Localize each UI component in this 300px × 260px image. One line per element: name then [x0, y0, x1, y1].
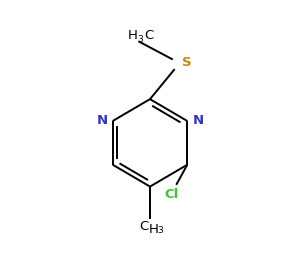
- Text: C: C: [140, 220, 149, 233]
- Text: C: C: [144, 29, 153, 42]
- Text: 3: 3: [138, 35, 143, 44]
- Text: N: N: [193, 114, 204, 127]
- Text: H: H: [127, 29, 137, 42]
- Text: 3: 3: [158, 226, 164, 236]
- Text: H: H: [149, 223, 159, 236]
- Text: Cl: Cl: [165, 188, 179, 201]
- Text: N: N: [96, 114, 107, 127]
- Text: S: S: [182, 56, 192, 69]
